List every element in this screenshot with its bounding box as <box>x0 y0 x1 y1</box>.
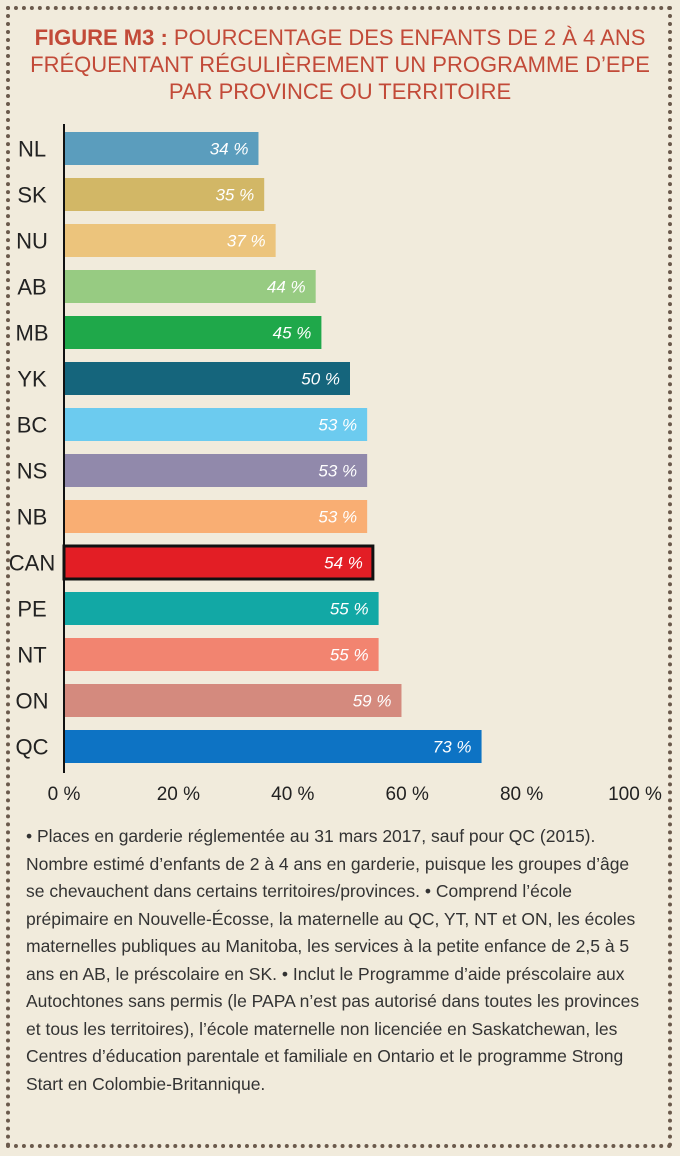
bar-mb <box>64 316 322 349</box>
bar-yk <box>64 362 350 395</box>
bar-nb <box>64 500 368 533</box>
category-label-pe: PE <box>17 597 46 622</box>
note-1: • Places en garderie réglementée au 31 m… <box>26 826 630 901</box>
category-label-nb: NB <box>17 505 48 530</box>
category-label-nt: NT <box>17 643 46 668</box>
x-tick-label: 100 % <box>608 784 662 805</box>
bar-pe <box>64 592 379 625</box>
category-label-mb: MB <box>16 321 49 346</box>
category-label-qc: QC <box>16 735 49 760</box>
bar-nt <box>64 638 379 671</box>
bar-value-label-mb: 45 % <box>273 324 312 343</box>
x-tick-label: 60 % <box>386 784 429 805</box>
bar-value-label-pe: 55 % <box>330 600 369 619</box>
note-2: • Comprend l’école prépimaire en Nouvell… <box>26 881 636 984</box>
bar-on <box>64 684 402 717</box>
x-tick-label: 80 % <box>500 784 543 805</box>
x-tick-label: 20 % <box>157 784 200 805</box>
dotted-border-frame <box>6 6 672 1148</box>
bar-value-label-sk: 35 % <box>215 186 254 205</box>
category-label-on: ON <box>16 689 49 714</box>
bar-ns <box>64 454 368 487</box>
x-tick-label: 0 % <box>48 784 81 805</box>
category-label-ab: AB <box>17 275 46 300</box>
category-label-ns: NS <box>17 459 48 484</box>
bar-value-label-can: 54 % <box>324 554 363 573</box>
bar-value-label-on: 59 % <box>353 692 392 711</box>
bar-value-label-qc: 73 % <box>433 738 472 757</box>
category-label-sk: SK <box>17 183 47 208</box>
bar-nu <box>64 224 276 257</box>
category-label-bc: BC <box>17 413 48 438</box>
category-label-yk: YK <box>17 367 47 392</box>
bar-value-label-nu: 37 % <box>227 232 266 251</box>
bar-value-label-bc: 53 % <box>318 416 357 435</box>
category-label-nl: NL <box>18 137 46 162</box>
bar-ab <box>64 270 316 303</box>
bar-value-label-nt: 55 % <box>330 646 369 665</box>
bar-qc <box>64 730 482 763</box>
x-tick-label: 40 % <box>271 784 314 805</box>
chart-title: FIGURE M3 : POURCENTAGE DES ENFANTS DE 2… <box>20 24 660 105</box>
note-3: • Inclut le Programme d’aide préscolaire… <box>26 963 640 1094</box>
bar-nl <box>64 132 259 165</box>
bar-value-label-yk: 50 % <box>301 370 340 389</box>
bar-bc <box>64 408 368 441</box>
category-label-nu: NU <box>16 229 48 254</box>
bar-value-label-ns: 53 % <box>318 462 357 481</box>
figure-number: FIGURE M3 : <box>34 25 168 50</box>
title-text: POURCENTAGE DES ENFANTS DE 2 À 4 ANS FRÉ… <box>30 25 650 104</box>
bar-value-label-ab: 44 % <box>267 278 306 297</box>
bar-chart: 34 % NL 35 % SK 37 % NU 44 % AB 45 % MB 50 % YK 53 %… <box>9 124 662 805</box>
bar-value-label-nl: 34 % <box>210 140 249 159</box>
bar-value-label-nb: 53 % <box>318 508 357 527</box>
notes: • Places en garderie réglementée au 31 m… <box>26 823 650 1098</box>
bar-sk <box>64 178 265 211</box>
category-label-can: CAN <box>9 551 55 576</box>
